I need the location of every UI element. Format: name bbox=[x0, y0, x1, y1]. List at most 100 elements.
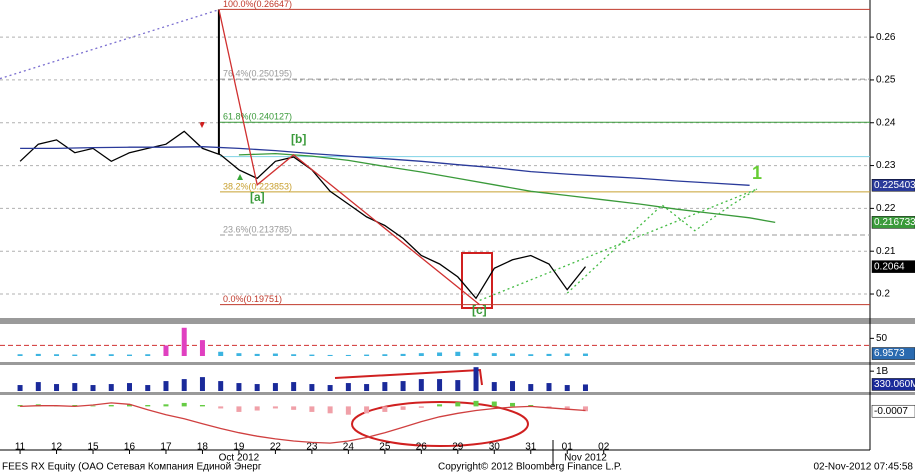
series-line bbox=[20, 402, 586, 444]
bar bbox=[181, 379, 187, 391]
highlight-box bbox=[461, 252, 493, 309]
bar bbox=[163, 404, 169, 407]
bar bbox=[35, 353, 41, 356]
bar bbox=[382, 406, 388, 412]
bar bbox=[291, 382, 297, 391]
bar bbox=[218, 351, 224, 356]
bar bbox=[54, 384, 60, 391]
bar bbox=[491, 353, 497, 356]
bar bbox=[364, 406, 370, 414]
annotation: 1 bbox=[752, 163, 762, 183]
x-tick-label: 19 bbox=[233, 442, 245, 453]
x-tick-label: 01 bbox=[562, 442, 574, 453]
bar bbox=[582, 384, 588, 391]
x-tick-label: 18 bbox=[197, 442, 209, 453]
fib-label: 23.6%(0.213785) bbox=[223, 224, 292, 234]
footer-left: FEES RX Equity (OAO Сетевая Компания Еди… bbox=[2, 462, 262, 473]
bar bbox=[309, 406, 315, 412]
y-tick-label: 50 bbox=[876, 333, 888, 344]
x-tick-label: 17 bbox=[160, 442, 172, 453]
y-tick-label: 0.21 bbox=[876, 246, 896, 257]
bar bbox=[145, 354, 151, 356]
bar bbox=[455, 402, 461, 407]
value-box bbox=[871, 404, 915, 418]
value-box bbox=[871, 216, 915, 229]
signal-down bbox=[199, 122, 205, 128]
annotation: [a] bbox=[250, 190, 265, 204]
y-tick-label: 0.24 bbox=[876, 117, 896, 128]
bar bbox=[345, 406, 351, 415]
bar bbox=[108, 354, 114, 356]
bar bbox=[108, 384, 114, 391]
value-box bbox=[871, 260, 915, 273]
y-tick-label: 1B bbox=[876, 366, 889, 377]
x-group-label: Oct 2012 bbox=[219, 453, 260, 464]
bar bbox=[163, 381, 169, 391]
bar bbox=[382, 354, 388, 356]
x-tick-label: 23 bbox=[306, 442, 318, 453]
bar bbox=[473, 352, 479, 356]
series-line bbox=[20, 146, 750, 186]
bar bbox=[491, 401, 497, 407]
series-line bbox=[238, 152, 776, 224]
x-tick-label: 25 bbox=[379, 442, 391, 453]
bar bbox=[181, 402, 187, 407]
bar bbox=[90, 405, 96, 407]
bar bbox=[582, 406, 588, 412]
bar bbox=[327, 354, 333, 356]
bar bbox=[90, 353, 96, 356]
x-tick-label: 31 bbox=[525, 442, 537, 453]
x-tick-label: 29 bbox=[452, 442, 464, 453]
bar bbox=[510, 381, 516, 391]
bar bbox=[126, 354, 132, 356]
x-tick-label: 22 bbox=[270, 442, 282, 453]
bar bbox=[199, 377, 205, 391]
bar bbox=[455, 380, 461, 391]
bar bbox=[163, 345, 169, 356]
bar bbox=[218, 381, 224, 391]
x-group-label: Nov 2012 bbox=[564, 453, 607, 464]
bar bbox=[418, 406, 424, 408]
bar bbox=[382, 382, 388, 391]
x-tick-label: 26 bbox=[416, 442, 428, 453]
value-box-label: 0.216733 bbox=[874, 217, 915, 228]
bar bbox=[491, 382, 497, 391]
bar bbox=[418, 379, 424, 391]
bar bbox=[145, 385, 151, 391]
bar bbox=[400, 406, 406, 410]
bar bbox=[54, 354, 60, 356]
bar bbox=[364, 354, 370, 356]
annotation: [c] bbox=[472, 303, 487, 317]
bar bbox=[400, 353, 406, 356]
bar bbox=[437, 404, 443, 407]
fib-label: 76.4%(0.250195) bbox=[223, 68, 292, 78]
y-tick-label: 0.26 bbox=[876, 32, 896, 43]
bar bbox=[364, 384, 370, 391]
bar bbox=[291, 406, 297, 410]
bar bbox=[528, 405, 534, 407]
bar bbox=[437, 379, 443, 391]
volume-trend bbox=[334, 368, 483, 386]
bar bbox=[272, 353, 278, 356]
bar bbox=[272, 383, 278, 391]
footer-right: 02-Nov-2012 07:45:58 bbox=[813, 462, 913, 473]
x-tick-label: 11 bbox=[15, 442, 26, 453]
bar bbox=[236, 406, 242, 412]
annotation: [b] bbox=[291, 132, 306, 146]
bar bbox=[236, 383, 242, 391]
bar bbox=[546, 406, 552, 408]
bar bbox=[236, 353, 242, 356]
series-line bbox=[218, 9, 481, 306]
value-box-label: 6.9573 bbox=[874, 348, 905, 359]
series-line bbox=[0, 9, 220, 80]
bar bbox=[126, 404, 132, 407]
bar bbox=[400, 381, 406, 391]
bar bbox=[327, 385, 333, 391]
x-tick-label: 16 bbox=[124, 442, 136, 453]
bar bbox=[17, 385, 23, 391]
bar bbox=[473, 367, 479, 391]
x-tick-label: 12 bbox=[51, 442, 63, 453]
value-box bbox=[871, 179, 915, 192]
x-tick-label: 30 bbox=[489, 442, 501, 453]
